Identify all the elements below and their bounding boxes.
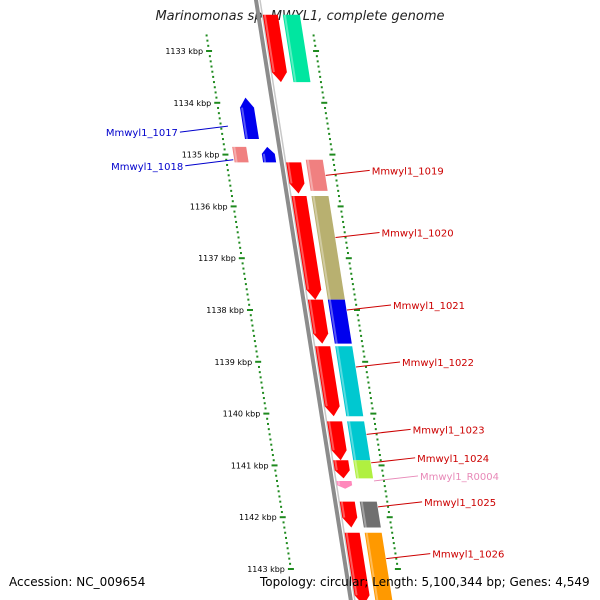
gene-features [232, 14, 393, 600]
feature-highlight [262, 153, 267, 163]
feature-highlight [308, 299, 317, 334]
tick-label: 1139 kbp [214, 358, 252, 367]
genome-summary-text: Topology: circular; Length: 5,100,344 bp… [260, 575, 590, 589]
gene-feature[interactable] [232, 146, 249, 163]
leader-line [378, 501, 423, 508]
tick-label: 1134 kbp [174, 99, 212, 108]
feature-highlight [336, 346, 350, 417]
feature-highlight [233, 146, 238, 163]
gene-feature[interactable] [353, 460, 374, 479]
accession-text: Accession: NC_009654 [9, 575, 146, 589]
feature-highlight [354, 460, 360, 479]
leader-line [373, 475, 419, 482]
feature-highlight [328, 299, 338, 344]
leader-line [179, 125, 228, 133]
gene-feature[interactable] [240, 97, 259, 140]
gene-label[interactable]: Mmwyl1_1017 [106, 125, 228, 139]
right-tick-scale [312, 34, 401, 570]
gene-feature[interactable] [344, 532, 370, 600]
feature-highlight [334, 460, 338, 471]
tick-label: 1133 kbp [165, 47, 203, 56]
tick-label: 1138 kbp [206, 306, 244, 315]
gene-feature[interactable] [286, 162, 305, 194]
feature-highlight [292, 195, 310, 290]
gene-feature[interactable] [339, 501, 358, 528]
gene-label-text[interactable]: Mmwyl1_1017 [106, 128, 178, 139]
backbone-line [253, 0, 353, 600]
feature-highlight [312, 195, 331, 300]
leader-line [386, 553, 431, 560]
feature-highlight [263, 14, 275, 73]
tick-label: 1143 kbp [247, 565, 285, 574]
gene-label-text[interactable]: Mmwyl1_1020 [382, 228, 454, 239]
gene-feature[interactable] [261, 146, 277, 163]
gene-feature[interactable] [347, 421, 371, 461]
gene-label-text[interactable]: Mmwyl1_1019 [372, 166, 444, 177]
backbone-highlight [259, 0, 356, 600]
gene-label[interactable]: Mmwyl1_1024 [371, 454, 489, 465]
gene-label[interactable]: Mmwyl1_1026 [386, 550, 504, 561]
tick-label: 1137 kbp [198, 254, 236, 263]
leader-line [366, 428, 411, 435]
gene-feature[interactable] [359, 501, 381, 528]
gene-label[interactable]: Mmwyl1_1021 [346, 301, 465, 312]
gene-label-text[interactable]: Mmwyl1_1026 [432, 550, 504, 561]
feature-highlight [340, 501, 346, 518]
gene-feature[interactable] [307, 299, 329, 344]
gene-label-text[interactable]: Mmwyl1_1021 [393, 301, 465, 312]
gene-feature[interactable] [282, 14, 311, 83]
gene-feature[interactable] [291, 196, 322, 300]
feature-highlight [241, 107, 248, 140]
gene-feature[interactable] [311, 196, 345, 300]
gene-feature[interactable] [364, 532, 393, 600]
gene-feature[interactable] [327, 299, 352, 344]
left-tick-scale: 1133 kbp 1134 kbp 1135 kbp 1136 kbp 1137 kbp… [165, 34, 294, 574]
gene-feature[interactable] [262, 14, 287, 83]
tick-label: 1135 kbp [182, 151, 220, 160]
feature-highlight [345, 532, 358, 596]
feature-highlight [328, 421, 335, 451]
feature-highlight [316, 346, 328, 407]
gene-feature[interactable] [333, 460, 350, 479]
gene-label[interactable]: Mmwyl1_1023 [366, 425, 485, 436]
gene-feature[interactable] [335, 346, 364, 417]
gene-labels: Mmwyl1_1017 Mmwyl1_1018 Mmwyl1_1019 Mmwyl1_… [106, 125, 504, 561]
leader-line [346, 304, 392, 311]
feature-highlight [365, 532, 379, 600]
leader-line [371, 457, 416, 464]
gene-label[interactable]: Mmwyl1_1019 [325, 166, 444, 177]
gene-label-text[interactable]: Mmwyl1_1025 [424, 498, 496, 509]
feature-highlight [348, 421, 357, 461]
gene-label[interactable]: Mmwyl1_1018 [111, 159, 234, 173]
genome-backbone [253, 0, 356, 600]
gene-feature[interactable] [305, 159, 328, 191]
leader-line [325, 169, 370, 176]
leader-line [355, 361, 401, 368]
leader-line [185, 159, 234, 167]
gene-feature[interactable] [336, 480, 353, 489]
tick-label: 1142 kbp [239, 513, 277, 522]
feature-highlight [360, 501, 367, 528]
leader-line [335, 231, 380, 238]
gene-label[interactable]: Mmwyl1_1025 [378, 498, 496, 509]
gene-label-text[interactable]: Mmwyl1_1022 [402, 358, 474, 369]
feature-highlight [287, 162, 293, 184]
feature-highlight [306, 159, 314, 192]
gene-feature[interactable] [315, 346, 340, 417]
gene-label-text[interactable]: Mmwyl1_1024 [417, 454, 489, 465]
gene-label-text[interactable]: Mmwyl1_1018 [111, 162, 183, 173]
gene-label-text[interactable]: Mmwyl1_1023 [413, 425, 485, 436]
gene-label[interactable]: Mmwyl1_1022 [355, 358, 474, 369]
feature-highlight [283, 14, 297, 83]
feature-highlight [337, 480, 341, 486]
gene-feature[interactable] [327, 421, 347, 461]
gene-label[interactable]: Mmwyl1_1020 [335, 228, 454, 239]
tick-label: 1141 kbp [231, 461, 269, 470]
tick-label: 1136 kbp [190, 202, 228, 211]
gene-label[interactable]: Mmwyl1_R0004 [373, 472, 499, 483]
gene-label-text[interactable]: Mmwyl1_R0004 [420, 472, 499, 483]
tick-label: 1140 kbp [223, 410, 261, 419]
